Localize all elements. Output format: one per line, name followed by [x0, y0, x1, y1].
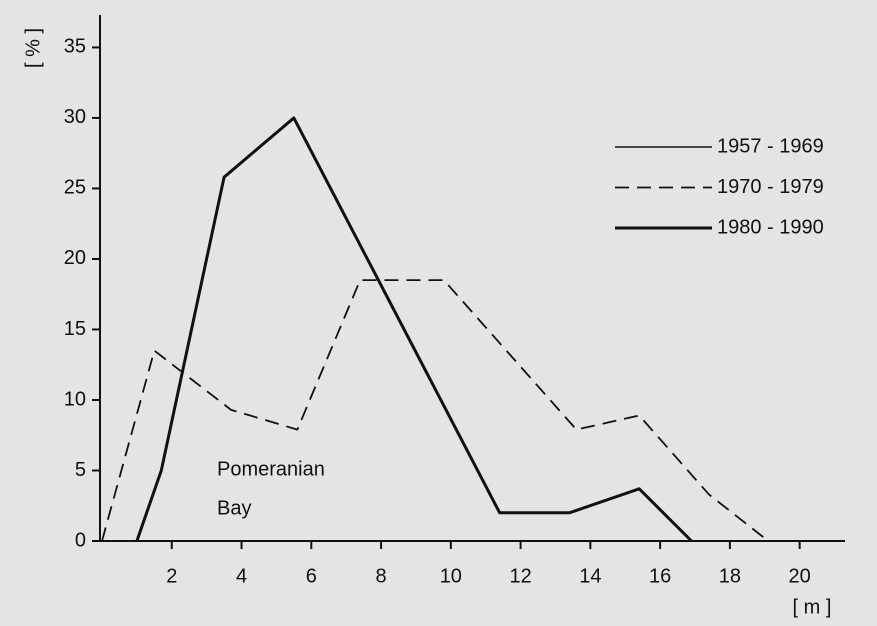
y-tick-label: 30 [64, 106, 86, 128]
legend-label: 1957 - 1969 [717, 135, 824, 157]
x-tick-label: 10 [440, 565, 462, 587]
annotation: Pomeranian [217, 458, 325, 480]
x-tick-label: 14 [579, 565, 601, 587]
x-axis-label: [ m ] [793, 596, 832, 618]
y-tick-label: 15 [64, 318, 86, 340]
y-tick-label: 20 [64, 247, 86, 269]
y-tick-label: 5 [75, 459, 86, 481]
y-tick-label: 0 [75, 529, 86, 551]
line-series [135, 116, 693, 543]
y-axis-label: [ % ] [22, 28, 44, 68]
legend-label: 1980 - 1990 [717, 216, 824, 238]
x-tick-label: 18 [719, 565, 741, 587]
x-tick-label: 8 [375, 565, 386, 587]
x-tick-label: 4 [236, 565, 247, 587]
y-tick-label: 10 [64, 388, 86, 410]
y-tick-label: 25 [64, 177, 86, 199]
x-tick-label: 20 [789, 565, 811, 587]
x-tick-label: 12 [509, 565, 531, 587]
annotation: Bay [217, 497, 251, 519]
x-tick-label: 16 [649, 565, 671, 587]
x-tick-label: 6 [306, 565, 317, 587]
y-tick-label: 35 [64, 36, 86, 58]
x-tick-label: 2 [166, 565, 177, 587]
legend-label: 1970 - 1979 [717, 176, 824, 198]
line-series [101, 279, 769, 542]
